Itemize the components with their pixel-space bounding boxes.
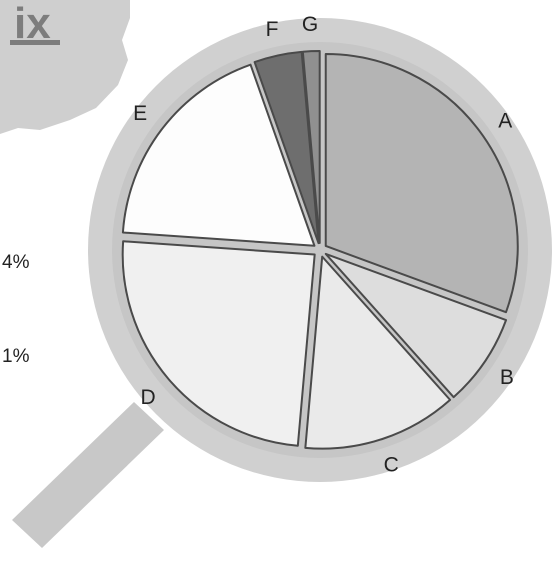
slice-label-f: F [266, 18, 279, 41]
side-label-1pct: 1% [2, 346, 30, 367]
header-underline [10, 40, 60, 45]
pie-slice-a [324, 52, 519, 314]
pie-slice-e [121, 63, 316, 247]
pie-slice-f [253, 50, 320, 245]
pie-labels: A B C D E F G [133, 13, 514, 476]
slice-label-a: A [498, 110, 512, 133]
slice-label-b: B [500, 366, 514, 389]
paper-fragment-blob [0, 0, 130, 134]
slice-label-c: C [384, 454, 399, 477]
slice-label-g: G [302, 13, 318, 36]
side-label-4pct: 4% [2, 252, 30, 273]
pie-slice-d [121, 240, 316, 447]
magnifier-handle [12, 402, 164, 548]
pie-slices [121, 50, 519, 450]
pie-slice-b [324, 252, 508, 399]
slice-label-e: E [133, 102, 147, 125]
pie-slice-g [301, 50, 321, 245]
pie-slice-c [304, 255, 452, 450]
slice-label-d: D [141, 386, 156, 409]
